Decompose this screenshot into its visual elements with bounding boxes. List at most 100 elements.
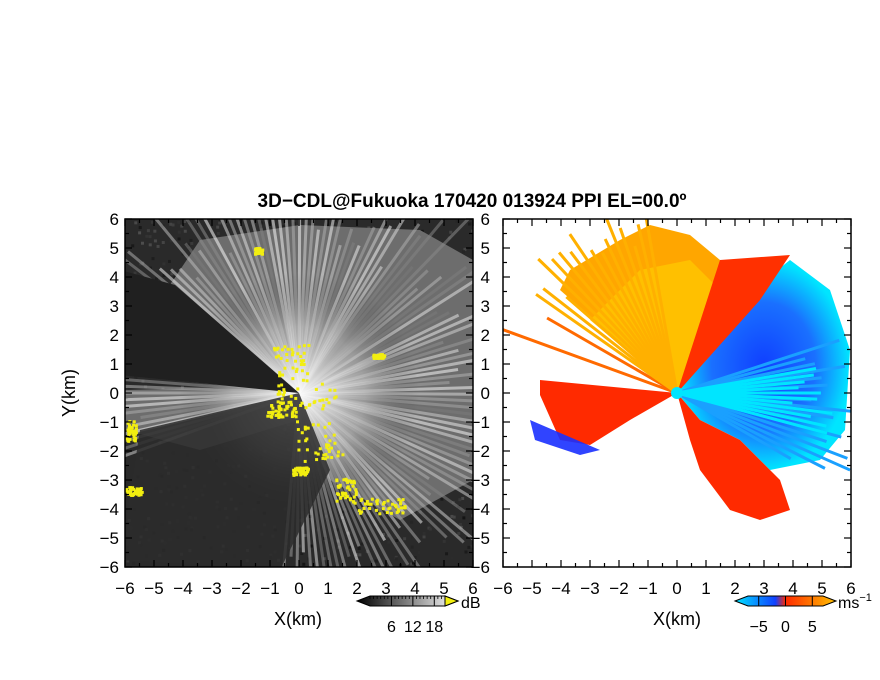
clutter-pixel (305, 448, 309, 452)
noise-pixel (422, 535, 426, 539)
clutter-pixel (127, 490, 131, 494)
clutter-pixel (315, 458, 319, 462)
noise-pixel (458, 498, 462, 502)
noise-pixel (177, 230, 181, 234)
noise-pixel (450, 556, 454, 560)
clutter-pixel (304, 439, 308, 443)
clutter-pixel (260, 251, 264, 255)
velocity-beam (503, 328, 678, 395)
velocity-beam (537, 257, 679, 395)
clutter-pixel (354, 493, 358, 497)
x-tick-label: 0 (672, 579, 681, 598)
y-tick-label: −5 (100, 529, 119, 548)
clutter-pixel (299, 354, 303, 358)
clutter-pixel (321, 398, 325, 402)
clutter-pixel (305, 467, 309, 471)
reflectivity-colorbar-tick-label: 18 (425, 619, 443, 636)
clutter-pixel (344, 493, 348, 497)
clutter-pixel (359, 498, 363, 502)
clutter-pixel (299, 403, 303, 407)
clutter-pixel (279, 413, 283, 417)
x-tick-label: 6 (468, 579, 477, 598)
noise-pixel (365, 511, 369, 515)
clutter-pixel (280, 348, 284, 352)
velocity-colorbar-unit-exponent: −1 (859, 592, 872, 604)
clutter-pixel (302, 359, 306, 363)
clutter-pixel (327, 422, 331, 426)
clutter-pixel (293, 470, 297, 474)
clutter-pixel (324, 434, 328, 438)
noise-pixel (395, 557, 399, 561)
clutter-pixel (129, 486, 133, 490)
noise-pixel (395, 538, 399, 542)
noise-pixel (413, 555, 417, 559)
y-tick-label-right: −3 (471, 471, 490, 490)
clutter-pixel (295, 420, 299, 424)
clutter-pixel (397, 509, 401, 513)
clutter-pixel (369, 502, 373, 506)
clutter-pixel (128, 432, 132, 436)
y-tick-label: 3 (110, 297, 119, 316)
clutter-pixel (382, 500, 386, 504)
clutter-pixel (291, 410, 295, 414)
noise-pixel (134, 221, 138, 225)
clutter-pixel (365, 499, 369, 503)
noise-pixel (173, 275, 177, 279)
clutter-pixel (285, 413, 289, 417)
clutter-pixel (291, 351, 295, 355)
y-tick-label-right: 6 (481, 210, 490, 229)
reflectivity-colorbar-ticks: 6 12 18 (369, 596, 446, 636)
x-tick-label: −3 (202, 579, 221, 598)
clutter-pixel (133, 432, 137, 436)
noise-pixel (411, 535, 415, 539)
clutter-pixel (304, 406, 308, 410)
clutter-pixel (298, 466, 302, 470)
clutter-pixel (282, 393, 286, 397)
noise-pixel (183, 229, 187, 233)
clutter-pixel (401, 498, 405, 502)
clutter-pixel (280, 397, 284, 401)
noise-pixel (417, 550, 421, 554)
noise-pixel (461, 496, 465, 500)
clutter-pixel (276, 392, 280, 396)
noise-pixel (302, 223, 306, 227)
noise-pixel (225, 224, 229, 228)
velocity-beam (568, 233, 679, 394)
clutter-pixel (273, 348, 277, 352)
y-tick-label: −6 (100, 558, 119, 577)
y-tick-label-right: 5 (481, 239, 490, 258)
noise-pixel (218, 219, 222, 223)
clutter-pixel (346, 480, 350, 484)
clutter-pixel (320, 382, 324, 386)
x-tick-label: 0 (294, 579, 303, 598)
noise-pixel (218, 221, 222, 225)
reflectivity-axis-ticks (124, 218, 474, 568)
noise-pixel (156, 244, 160, 248)
velocity-beam (550, 257, 679, 395)
clutter-pixel (127, 429, 131, 433)
velocity-beam (636, 224, 679, 394)
clutter-pixel (258, 251, 262, 255)
clutter-pixel (270, 404, 274, 408)
velocity-beam (676, 338, 840, 395)
noise-pixel (216, 231, 220, 235)
reflectivity-colorbar-bar (355, 595, 460, 607)
clutter-pixel (381, 507, 385, 511)
clutter-pixel (298, 468, 302, 472)
clutter-pixel (393, 503, 397, 507)
noise-pixel (209, 236, 213, 240)
noise-pixel (169, 222, 173, 226)
noise-pixel (216, 225, 220, 229)
reflectivity-colorbar-unit: dB (461, 595, 481, 612)
noise-pixel (360, 542, 364, 546)
clutter-pixel (327, 450, 331, 454)
clutter-pixel (283, 345, 287, 349)
clutter-pixel (333, 388, 337, 392)
clutter-pixel (125, 488, 129, 492)
clutter-pixel (132, 435, 136, 439)
noise-pixel (467, 222, 471, 226)
noise-pixel (467, 545, 471, 549)
reflectivity-colorbar-tick-label: 6 (387, 619, 396, 636)
clutter-pixel (281, 373, 285, 377)
noise-pixel (132, 561, 136, 565)
